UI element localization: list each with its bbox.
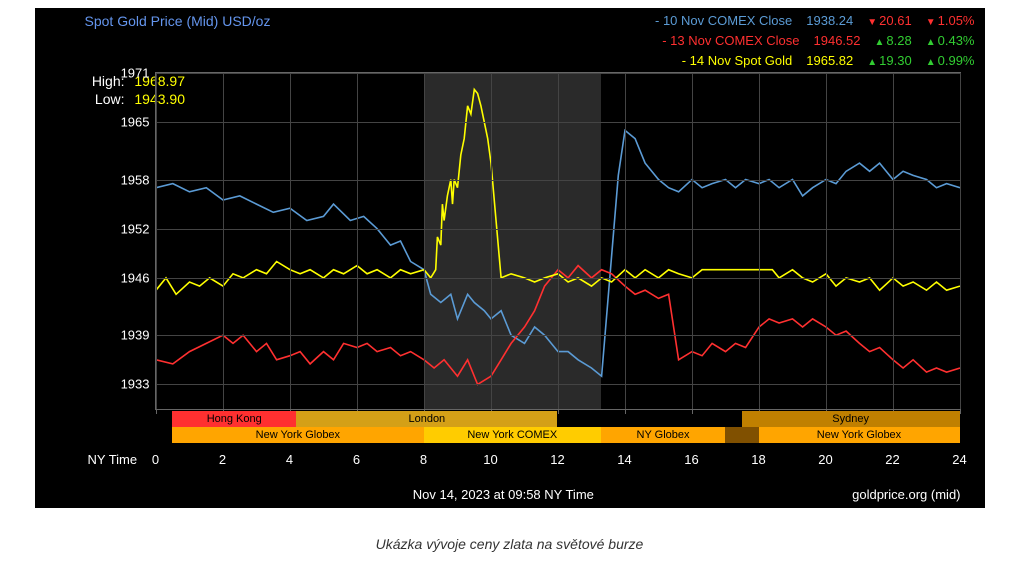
xtick-label: 12 [550,452,564,467]
plot-area: 1933193919461952195819651971024681012141… [155,72,961,410]
legend-row: - 13 Nov COMEX Close 1946.52 8.28 0.43% [655,32,975,52]
xtick-mark [692,409,693,414]
gridline-v [759,73,760,409]
session-bar: New York Globex [759,427,960,443]
legend-price: 1965.82 [806,52,853,72]
xtick-label: 6 [353,452,360,467]
xtick-label: 2 [219,452,226,467]
gridline-v [156,73,157,409]
xtick-label: 22 [885,452,899,467]
chart-footer: Nov 14, 2023 at 09:58 NY Time goldprice.… [155,487,961,502]
legend-row: - 10 Nov COMEX Close 1938.24 20.61 1.05% [655,12,975,32]
legend-label: - 14 Nov Spot Gold [682,52,793,72]
xtick-label: 18 [751,452,765,467]
session-bar [725,427,759,443]
gridline-v [290,73,291,409]
gridline-v [424,73,425,409]
footer-timestamp: Nov 14, 2023 at 09:58 NY Time [413,487,594,502]
legend-pct: 0.99% [926,52,975,72]
xtick-label: 16 [684,452,698,467]
legend-pct: 0.43% [926,32,975,52]
gridline-v [893,73,894,409]
xtick-mark [558,409,559,414]
session-bar: London [296,411,557,427]
legend-change: 20.61 [867,12,911,32]
footer-source: goldprice.org (mid) [852,487,960,502]
session-bar: New York COMEX [424,427,602,443]
xtick-label: 0 [152,452,159,467]
legend-price: 1938.24 [806,12,853,32]
xtick-label: 14 [617,452,631,467]
ytick-label: 1958 [110,172,150,187]
gridline-v [558,73,559,409]
gridline-v [960,73,961,409]
ytick-label: 1939 [110,328,150,343]
xtick-label: 8 [420,452,427,467]
chart-wrapper: Spot Gold Price (Mid) USD/oz - 10 Nov CO… [0,0,1019,572]
xtick-label: 4 [286,452,293,467]
session-bar: NY Globex [601,427,725,443]
legend-change: 19.30 [867,52,911,72]
xtick-mark [960,409,961,414]
ytick-label: 1971 [110,66,150,81]
session-bar: New York Globex [172,427,423,443]
xtick-mark [625,409,626,414]
caption: Ukázka vývoje ceny zlata na světové burz… [0,508,1019,572]
chart-title: Spot Gold Price (Mid) USD/oz [85,12,271,72]
legend-price: 1946.52 [814,32,861,52]
ytick-label: 1933 [110,377,150,392]
gridline-v [357,73,358,409]
ytick-label: 1952 [110,221,150,236]
xtick-label: 24 [952,452,966,467]
chart-box: Spot Gold Price (Mid) USD/oz - 10 Nov CO… [35,8,985,508]
ytick-label: 1965 [110,115,150,130]
xaxis-label: NY Time [88,452,138,467]
legend-change: 8.28 [875,32,912,52]
legend-label: - 13 Nov COMEX Close [662,32,799,52]
gridline-v [826,73,827,409]
gridline-v [625,73,626,409]
legend-label: - 10 Nov COMEX Close [655,12,792,32]
gridline-v [223,73,224,409]
legend: - 10 Nov COMEX Close1938.2420.611.05%- 1… [655,12,975,72]
session-bar: Hong Kong [172,411,296,427]
gridline-v [692,73,693,409]
low-label: Low: [85,90,125,108]
legend-pct: 1.05% [926,12,975,32]
session-bar: Sydney [742,411,960,427]
xtick-mark [156,409,157,414]
gridline-v [491,73,492,409]
ytick-label: 1946 [110,270,150,285]
legend-row: - 14 Nov Spot Gold 1965.82 19.30 0.99% [655,52,975,72]
xtick-label: 20 [818,452,832,467]
xtick-label: 10 [483,452,497,467]
